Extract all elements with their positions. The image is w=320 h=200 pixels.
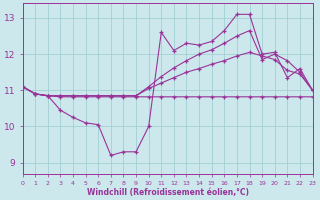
X-axis label: Windchill (Refroidissement éolien,°C): Windchill (Refroidissement éolien,°C): [87, 188, 249, 197]
